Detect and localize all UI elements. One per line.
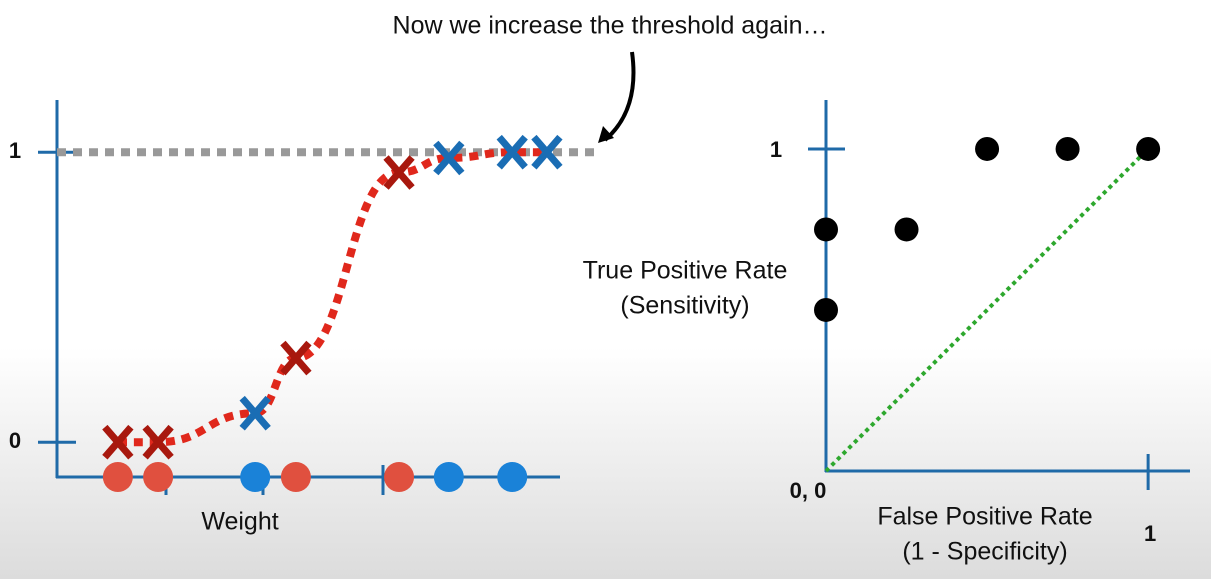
probability-x	[496, 134, 528, 170]
sample-dot	[433, 462, 464, 492]
sample-dot	[280, 462, 311, 492]
roc-point	[814, 217, 838, 242]
logistic-curve	[117, 148, 547, 447]
probability-x	[102, 424, 134, 460]
y-axis-label: (Sensitivity)	[620, 292, 749, 320]
sample-dot	[384, 462, 415, 492]
annotation: Now we increase the threshold again…	[393, 12, 828, 40]
sample-dot	[143, 462, 174, 492]
right-axes	[824, 100, 1190, 473]
sample-dot	[102, 462, 133, 492]
probability-x	[433, 140, 465, 176]
probability-x	[280, 340, 312, 376]
x-tick-label: 1	[1144, 521, 1156, 546]
roc-point	[894, 217, 919, 242]
y-tick-label: 1	[770, 137, 782, 162]
origin-label: 0, 0	[790, 478, 827, 503]
probability-x	[239, 395, 271, 431]
roc-point	[975, 136, 1000, 161]
x-axis-label: False Positive Rate	[877, 503, 1092, 531]
sample-dot	[497, 462, 528, 492]
x-axis-label: Weight	[201, 508, 278, 536]
y-tick-label: 0	[9, 428, 21, 453]
probability-x	[383, 155, 415, 190]
y-tick-label: 1	[9, 138, 21, 163]
x-axis-label: (1 - Specificity)	[902, 538, 1067, 566]
arrow	[603, 51, 636, 142]
y-axis-label: True Positive Rate	[583, 257, 788, 285]
probability-x	[531, 134, 563, 170]
roc-point	[1055, 136, 1080, 161]
roc-point	[814, 297, 838, 322]
roc-point	[1136, 136, 1161, 161]
random-diagonal	[824, 147, 1150, 473]
probability-x	[142, 424, 174, 460]
sample-dot	[240, 462, 271, 492]
arrow-head	[598, 126, 614, 143]
